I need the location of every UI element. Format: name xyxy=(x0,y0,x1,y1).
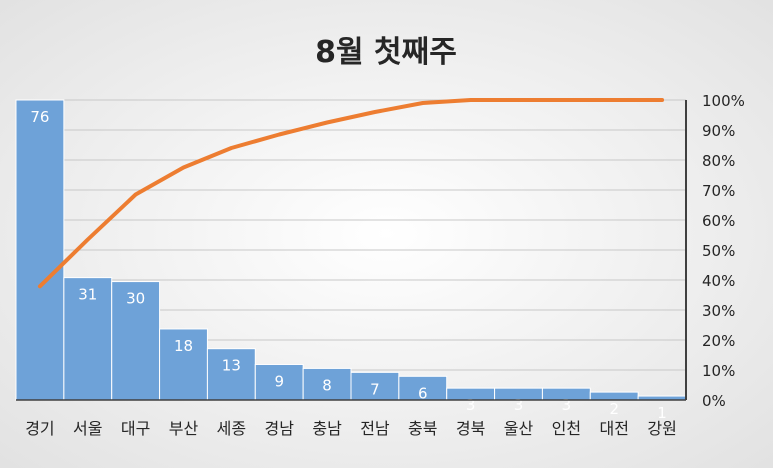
right-tick-label: 100% xyxy=(702,92,745,110)
bar-대구 xyxy=(111,281,161,401)
x-tick-label: 서울 xyxy=(73,419,102,438)
x-tick-label: 전남 xyxy=(360,419,390,438)
x-tick-label: 울산 xyxy=(504,419,534,438)
bar-value-label: 9 xyxy=(274,372,284,390)
bar-value-label: 31 xyxy=(78,286,97,304)
bar-value-label: 2 xyxy=(609,400,619,418)
bar-value-label: 3 xyxy=(562,396,572,414)
x-tick-label: 경기 xyxy=(25,419,54,438)
x-tick-label: 부산 xyxy=(169,419,199,438)
right-tick-label: 0% xyxy=(702,392,726,410)
chart-title: 8월 첫째주 xyxy=(315,35,457,70)
x-tick-label: 대구 xyxy=(121,419,150,438)
right-tick-label: 60% xyxy=(702,212,735,230)
cumulative-line-series xyxy=(37,98,665,289)
right-tick-label: 30% xyxy=(702,302,735,320)
x-tick-label: 충북 xyxy=(408,419,437,438)
bar-value-label: 76 xyxy=(30,108,49,126)
right-tick-label: 20% xyxy=(702,332,735,350)
x-tick-label: 대전 xyxy=(599,419,628,438)
right-tick-label: 90% xyxy=(702,122,735,140)
bar-세종 xyxy=(206,348,256,401)
right-axis-tick-labels: 0% 10% 20% 30% 40% 50% 60% 70% 80% 90% 100% xyxy=(702,92,745,410)
bar-경기 xyxy=(15,99,65,401)
axes xyxy=(16,100,687,401)
bar-value-label: 13 xyxy=(222,357,241,375)
bar-value-label: 3 xyxy=(466,396,476,414)
x-tick-label: 경남 xyxy=(264,419,294,438)
bar-충남 xyxy=(302,367,352,401)
bar-value-label: 7 xyxy=(370,380,380,398)
bar-value-label: 1 xyxy=(657,404,667,422)
bar-series xyxy=(15,99,687,401)
bar-value-label: 6 xyxy=(418,384,428,402)
bar-value-label: 18 xyxy=(174,337,193,355)
bar-대전 xyxy=(589,391,639,401)
right-tick-label: 80% xyxy=(702,152,735,170)
right-tick-label: 40% xyxy=(702,272,735,290)
x-axis-tick-labels: 경기 서울 대구 부산 세종 경남 충남 전남 충북 경북 울산 인천 대전 강원 xyxy=(25,419,677,438)
x-tick-label: 강원 xyxy=(647,419,676,438)
x-tick-label: 충남 xyxy=(312,419,342,438)
bar-value-label: 3 xyxy=(514,396,524,414)
x-tick-label: 경북 xyxy=(456,419,485,438)
x-tick-label: 세종 xyxy=(217,419,246,438)
bar-value-label: 8 xyxy=(322,376,332,394)
bar-value-label: 30 xyxy=(126,290,145,308)
x-tick-label: 인천 xyxy=(552,419,581,438)
cumulative-percent-line xyxy=(37,98,665,289)
right-tick-label: 70% xyxy=(702,182,735,200)
right-tick-label: 50% xyxy=(702,242,735,260)
right-tick-label: 10% xyxy=(702,362,735,380)
